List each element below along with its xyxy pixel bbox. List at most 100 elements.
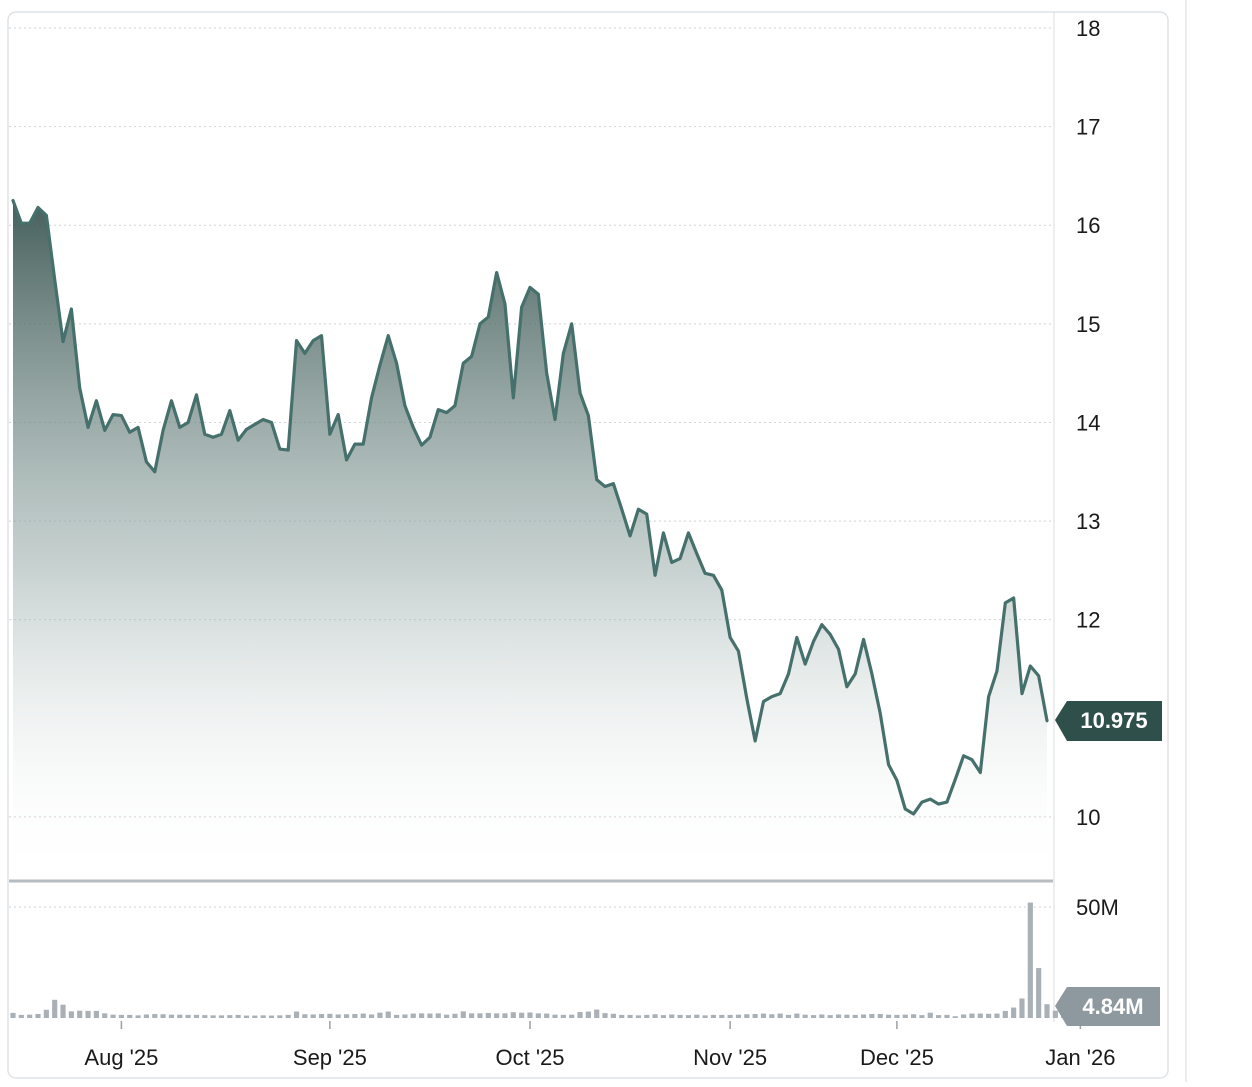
volume-bar (368, 1014, 375, 1018)
volume-bar (952, 1016, 958, 1018)
volume-bar (710, 1014, 717, 1018)
volume-bar (969, 1013, 975, 1018)
volume-bar (85, 1010, 91, 1018)
volume-bar (143, 1014, 149, 1018)
volume-bar (719, 1014, 725, 1018)
volume-bar (652, 1014, 658, 1018)
price-tick-label: 16 (1076, 213, 1100, 238)
x-tick-label: Nov '25 (693, 1045, 767, 1070)
volume-bar (869, 1014, 875, 1018)
price-area-fill (13, 200, 1047, 881)
volume-bar (335, 1014, 341, 1018)
volume-bar (852, 1014, 858, 1018)
volume-bar (327, 1013, 333, 1018)
volume-bar (469, 1013, 475, 1018)
volume-bar (243, 1015, 250, 1018)
volume-bar (927, 1012, 933, 1018)
volume-bar (394, 1014, 400, 1018)
volume-bar (727, 1014, 733, 1018)
volume-bar (110, 1014, 116, 1018)
volume-bar (135, 1015, 141, 1018)
volume-bar (102, 1013, 108, 1018)
volume-bar (827, 1015, 833, 1018)
volume-bar (902, 1014, 908, 1018)
volume-bar (427, 1013, 433, 1018)
volume-bar (402, 1014, 408, 1018)
volume-bar (911, 1014, 917, 1018)
price-tick-label: 17 (1076, 115, 1100, 140)
volume-bar (569, 1014, 575, 1018)
volume-bar (585, 1011, 591, 1018)
volume-bar (1052, 1010, 1058, 1018)
volume-bar (352, 1014, 358, 1018)
volume-bar (185, 1014, 191, 1018)
volume-bar (519, 1012, 525, 1018)
volume-bar (218, 1015, 225, 1018)
volume-bar (777, 1013, 783, 1018)
volume-bar (844, 1014, 850, 1018)
price-tick-label: 13 (1076, 509, 1100, 534)
volume-bar (961, 1014, 967, 1018)
volume-bar (510, 1012, 516, 1018)
volume-bars (10, 902, 1067, 1018)
volume-bar (1002, 1010, 1008, 1018)
volume-bar (919, 1015, 925, 1018)
volume-bar (444, 1014, 450, 1018)
x-axis-ticks: Aug '25 Sep '25 Oct '25 Nov '25 Dec '25 Jan '… (84, 1021, 1115, 1070)
volume-axis-ticks: 50M (1076, 895, 1119, 920)
volume-bar (694, 1014, 700, 1018)
volume-bar (452, 1013, 458, 1018)
volume-bar (560, 1014, 566, 1018)
volume-bar (60, 1004, 66, 1018)
current-price-label: 10.975 (1080, 708, 1147, 733)
volume-bar (660, 1015, 666, 1018)
volume-bar (343, 1014, 350, 1018)
volume-bar (735, 1014, 742, 1018)
volume-bar (860, 1014, 867, 1018)
price-tick-label: 15 (1076, 312, 1100, 337)
x-tick-label: Dec '25 (860, 1045, 934, 1070)
volume-bar (744, 1014, 750, 1018)
volume-bar (760, 1013, 767, 1018)
volume-bar (227, 1015, 233, 1018)
volume-bar (810, 1015, 817, 1018)
volume-bar (819, 1014, 825, 1018)
volume-bar (435, 1013, 441, 1018)
volume-bar (1027, 902, 1033, 1018)
x-tick-label: Jan '26 (1045, 1045, 1115, 1070)
volume-bar (318, 1014, 325, 1018)
volume-bar (177, 1014, 183, 1018)
volume-bar (885, 1014, 892, 1018)
volume-bar (18, 1014, 24, 1018)
x-tick-label: Oct '25 (495, 1045, 564, 1070)
price-axis-ticks: 18 17 16 15 14 13 12 10 (1076, 16, 1100, 830)
price-tick-label: 10 (1076, 805, 1100, 830)
volume-bar (410, 1013, 416, 1018)
volume-bar (544, 1013, 550, 1018)
chart-frame (7, 11, 1169, 1079)
volume-bar (977, 1013, 983, 1018)
volume-bar (1044, 1004, 1050, 1018)
volume-bar (894, 1014, 900, 1018)
volume-bar (986, 1013, 992, 1018)
volume-bar (485, 1012, 491, 1018)
volume-bar (360, 1013, 366, 1018)
volume-bar (1036, 968, 1042, 1018)
volume-bar (252, 1015, 258, 1018)
volume-bar (10, 1012, 16, 1018)
volume-bar (385, 1011, 391, 1018)
volume-bar (685, 1015, 692, 1018)
volume-bar (277, 1015, 283, 1018)
volume-bar (702, 1015, 708, 1018)
price-tick-label: 18 (1076, 16, 1100, 41)
volume-bar (93, 1010, 99, 1018)
volume-bar (944, 1014, 950, 1018)
volume-bar (677, 1014, 683, 1018)
volume-bar (644, 1014, 650, 1018)
volume-bar (610, 1013, 616, 1018)
current-volume-badge: 4.84M (1055, 987, 1160, 1026)
volume-bar (527, 1012, 533, 1018)
volume-bar (577, 1012, 583, 1018)
